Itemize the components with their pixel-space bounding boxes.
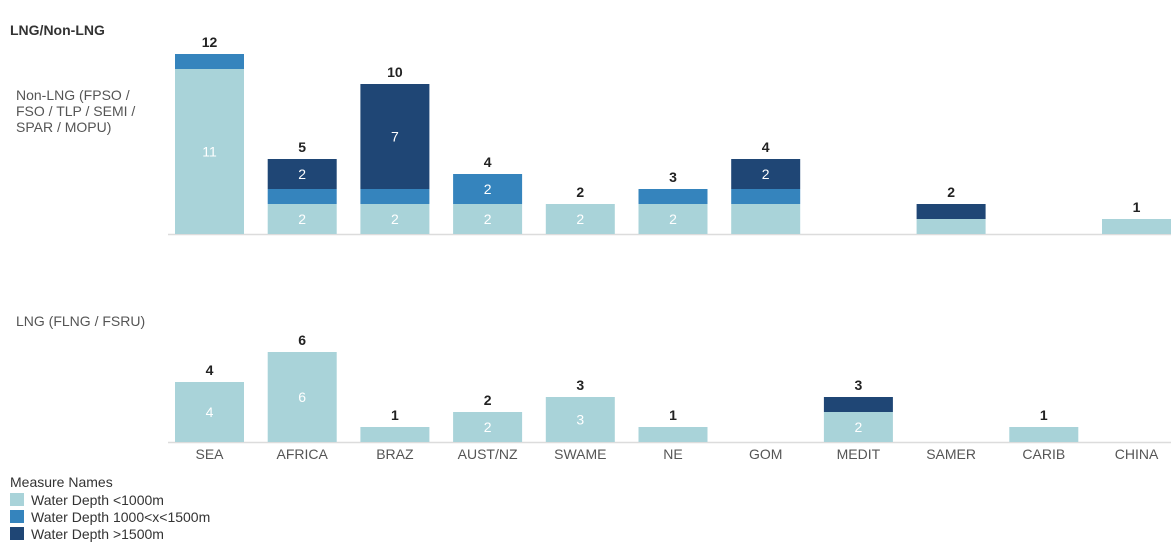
x-tick-label: AFRICA bbox=[277, 446, 329, 462]
panel-non-lng-segment-label: 2 bbox=[298, 211, 306, 227]
panel-lng-bar-0 bbox=[823, 412, 893, 442]
panel-non-lng-label-line: Non-LNG (FPSO / bbox=[16, 87, 130, 103]
panel-lng-total-label: 1 bbox=[391, 407, 399, 423]
panel-lng-total-label: 3 bbox=[576, 377, 584, 393]
panel-non-lng-segment-label: 2 bbox=[391, 211, 399, 227]
panel-lng-bar-0 bbox=[1009, 427, 1079, 442]
x-tick-label: SEA bbox=[195, 446, 224, 462]
x-tick-label: AUST/NZ bbox=[458, 446, 518, 462]
panel-lng-segment-label: 2 bbox=[855, 419, 863, 435]
panel-non-lng-total-label: 3 bbox=[669, 169, 677, 185]
legend-label-shallow: Water Depth <1000m bbox=[31, 491, 164, 508]
panel-non-lng-bar-2 bbox=[731, 159, 801, 189]
panel-lng-bar-0 bbox=[453, 412, 523, 442]
panel-lng-bar-2 bbox=[823, 397, 893, 412]
panel-non-lng-bar-1 bbox=[360, 189, 430, 204]
panel-lng-segment-label: 4 bbox=[206, 404, 214, 420]
legend-item-shallow[interactable]: Water Depth <1000m bbox=[10, 491, 210, 508]
x-tick-label: CARIB bbox=[1022, 446, 1065, 462]
panel-non-lng-segment-label: 2 bbox=[762, 166, 770, 182]
panel-non-lng-bar-0 bbox=[916, 219, 986, 234]
panel-non-lng-bar-2 bbox=[916, 204, 986, 219]
panel-non-lng-segment-label: 2 bbox=[484, 211, 492, 227]
panel-non-lng-segment-label: 2 bbox=[669, 211, 677, 227]
legend-swatch-mid bbox=[10, 510, 24, 523]
x-tick-label: SAMER bbox=[926, 446, 976, 462]
panel-lng-bar-0 bbox=[267, 352, 337, 442]
panel-non-lng-total-label: 12 bbox=[202, 34, 218, 50]
x-tick-label: MEDIT bbox=[837, 446, 881, 462]
panel-non-lng-bar-1 bbox=[453, 174, 523, 204]
panel-lng-bar-0 bbox=[638, 427, 708, 442]
panel-non-lng-bar-2 bbox=[360, 84, 430, 189]
panel-lng-total-label: 6 bbox=[298, 332, 306, 348]
panel-non-lng-total-label: 4 bbox=[762, 139, 770, 155]
panel-non-lng-bar-0 bbox=[638, 204, 708, 234]
chart-title: LNG/Non-LNG bbox=[10, 22, 105, 38]
panel-non-lng-bar-0 bbox=[175, 69, 244, 234]
x-tick-label: GOM bbox=[749, 446, 782, 462]
legend-title: Measure Names bbox=[10, 474, 113, 490]
panel-non-lng-bar-0 bbox=[731, 204, 801, 234]
panel-non-lng-total-label: 4 bbox=[484, 154, 492, 170]
panel-non-lng-label-line: FSO / TLP / SEMI / bbox=[16, 103, 135, 119]
panel-lng-total-label: 2 bbox=[484, 392, 492, 408]
panel-lng-total-label: 3 bbox=[855, 377, 863, 393]
panel-non-lng-total-label: 2 bbox=[947, 184, 955, 200]
panel-non-lng-bar-1 bbox=[638, 189, 708, 204]
legend-swatch-shallow bbox=[10, 493, 24, 506]
panel-lng-label-line: LNG (FLNG / FSRU) bbox=[16, 313, 145, 329]
x-tick-label: CHINA bbox=[1115, 446, 1159, 462]
panel-non-lng-total-label: 1 bbox=[1133, 199, 1141, 215]
panel-non-lng-bar-2 bbox=[267, 159, 337, 189]
x-tick-label: NE bbox=[663, 446, 682, 462]
panel-non-lng-segment-label: 2 bbox=[576, 211, 584, 227]
panel-non-lng-bar-1 bbox=[267, 189, 337, 204]
x-tick-label: SWAME bbox=[554, 446, 606, 462]
panel-lng-total-label: 1 bbox=[1040, 407, 1048, 423]
panel-lng-bar-0 bbox=[175, 382, 244, 442]
panel-lng-segment-label: 6 bbox=[298, 389, 306, 405]
panel-non-lng-total-label: 2 bbox=[576, 184, 584, 200]
panel-non-lng-segment-label: 2 bbox=[298, 166, 306, 182]
panel-lng-total-label: 1 bbox=[669, 407, 677, 423]
panel-lng-bar-0 bbox=[545, 397, 615, 442]
legend-swatch-deep bbox=[10, 527, 24, 540]
panel-non-lng-bar-1 bbox=[731, 189, 801, 204]
legend-item-deep[interactable]: Water Depth >1500m bbox=[10, 525, 210, 542]
panel-non-lng-label-line: SPAR / MOPU) bbox=[16, 119, 111, 135]
panel-non-lng-segment-label: 11 bbox=[202, 144, 217, 160]
panel-lng-segment-label: 3 bbox=[576, 412, 584, 428]
x-tick-label: BRAZ bbox=[376, 446, 414, 462]
legend-label-mid: Water Depth 1000<x<1500m bbox=[31, 508, 211, 525]
panel-lng-total-label: 4 bbox=[206, 362, 214, 378]
panel-non-lng-bar-0 bbox=[453, 204, 523, 234]
panel-non-lng-bar-1 bbox=[175, 54, 244, 69]
panel-non-lng-segment-label: 2 bbox=[484, 181, 492, 197]
panel-non-lng-total-label: 10 bbox=[387, 64, 403, 80]
legend: Measure Names Water Depth <1000m Water D… bbox=[10, 474, 210, 542]
panel-non-lng-bar-0 bbox=[1102, 219, 1171, 234]
panel-lng-segment-label: 2 bbox=[484, 419, 492, 435]
panel-non-lng-bar-0 bbox=[545, 204, 615, 234]
panel-non-lng-total-label: 5 bbox=[298, 139, 306, 155]
panel-lng-bar-0 bbox=[360, 427, 430, 442]
panel-non-lng-bar-0 bbox=[267, 204, 337, 234]
panel-non-lng-segment-label: 7 bbox=[391, 129, 399, 145]
panel-non-lng-bar-0 bbox=[360, 204, 430, 234]
legend-label-deep: Water Depth >1500m bbox=[31, 525, 164, 542]
legend-item-mid[interactable]: Water Depth 1000<x<1500m bbox=[10, 508, 210, 525]
